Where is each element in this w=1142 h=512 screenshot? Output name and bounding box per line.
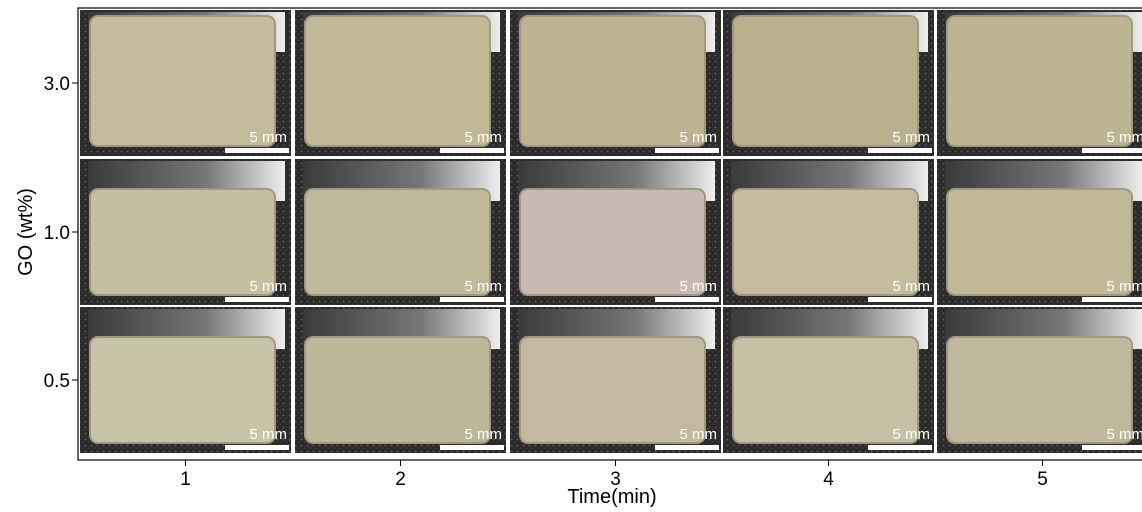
sample: [733, 189, 918, 295]
scale-bar-label: 5 mm: [465, 426, 503, 443]
y-tick-label: 3.0: [44, 74, 70, 95]
figure-canvas: 5 mm 5 mm 5 mm 5 mm 5 mm 5 mm 5 mm 5 mm 5 mm 5 mm…: [0, 0, 1142, 512]
scale-bar: [655, 148, 719, 153]
sample: [90, 16, 275, 146]
scale-bar: [868, 148, 932, 153]
x-tick-label: 1: [180, 469, 191, 490]
x-tick-label: 3: [610, 469, 621, 490]
panel-grid: 5 mm 5 mm 5 mm 5 mm 5 mm 5 mm 5 mm 5 mm 5 mm 5 mm…: [80, 10, 1142, 453]
x-tick-label: 4: [823, 469, 834, 490]
scale-bar: [440, 445, 504, 450]
scale-bar-label: 5 mm: [893, 129, 931, 146]
sample: [305, 337, 490, 443]
sample: [733, 16, 918, 146]
scale-bar: [868, 297, 932, 302]
scale-bar-label: 5 mm: [250, 426, 288, 443]
sample: [520, 189, 705, 295]
sample: [947, 337, 1132, 443]
scale-bar-label: 5 mm: [465, 129, 503, 146]
sample: [520, 16, 705, 146]
sample: [90, 337, 275, 443]
sample: [520, 337, 705, 443]
scale-bar-label: 5 mm: [680, 129, 718, 146]
scale-bar: [655, 297, 719, 302]
sample: [947, 16, 1132, 146]
sample: [305, 16, 490, 146]
sample: [947, 189, 1132, 295]
sample: [305, 189, 490, 295]
scale-bar-label: 5 mm: [1107, 426, 1142, 443]
scale-bar: [655, 445, 719, 450]
y-tick-label: 1.0: [44, 223, 70, 244]
scale-bar: [1082, 297, 1142, 302]
figure: 5 mm 5 mm 5 mm 5 mm 5 mm 5 mm 5 mm 5 mm 5 mm 5 mm…: [0, 0, 1142, 512]
scale-bar: [440, 148, 504, 153]
x-tick-label: 2: [395, 469, 406, 490]
scale-bar: [225, 445, 289, 450]
scale-bar: [225, 148, 289, 153]
scale-bar-label: 5 mm: [250, 278, 288, 295]
scale-bar: [1082, 445, 1142, 450]
scale-bar-label: 5 mm: [465, 278, 503, 295]
scale-bar-label: 5 mm: [250, 129, 288, 146]
scale-bar-label: 5 mm: [893, 426, 931, 443]
scale-bar-label: 5 mm: [893, 278, 931, 295]
scale-bar-label: 5 mm: [680, 426, 718, 443]
sample: [733, 337, 918, 443]
y-axis-label: GO (wt%): [15, 188, 37, 276]
scale-bar: [868, 445, 932, 450]
scale-bar-label: 5 mm: [1107, 278, 1142, 295]
x-tick-label: 5: [1037, 469, 1048, 490]
scale-bar: [225, 297, 289, 302]
scale-bar: [1082, 148, 1142, 153]
y-tick-label: 0.5: [44, 371, 70, 392]
scale-bar: [440, 297, 504, 302]
scale-bar-label: 5 mm: [1107, 129, 1142, 146]
sample: [90, 189, 275, 295]
scale-bar-label: 5 mm: [680, 278, 718, 295]
